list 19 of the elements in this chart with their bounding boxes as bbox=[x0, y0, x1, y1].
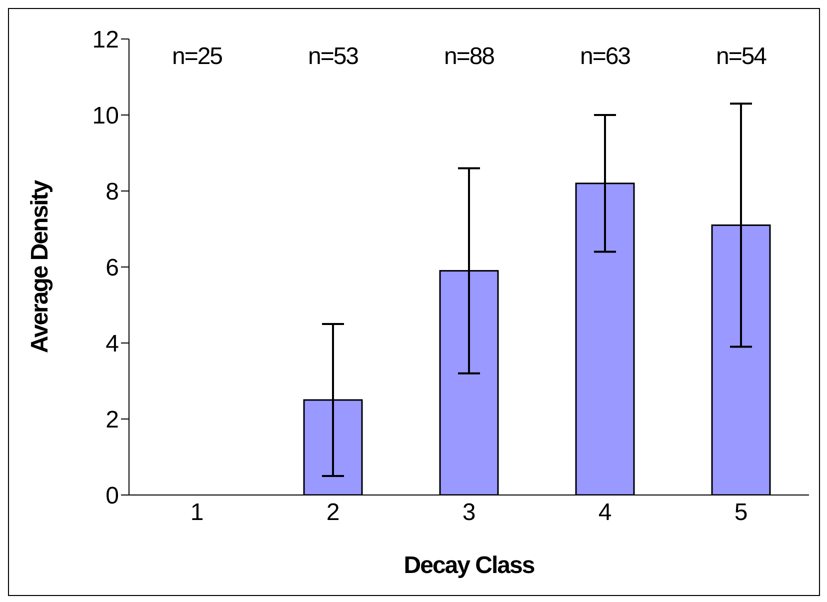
x-tick-label: 2 bbox=[326, 499, 340, 526]
y-tick-label: 10 bbox=[92, 102, 119, 130]
y-axis-title: Average Density bbox=[26, 179, 54, 354]
annotation: n=63 bbox=[580, 43, 631, 70]
x-tick-label: 5 bbox=[734, 499, 748, 526]
y-tick-label: 12 bbox=[92, 26, 119, 54]
x-tick-label: 4 bbox=[598, 499, 612, 526]
y-tick-label: 8 bbox=[106, 178, 119, 206]
annotation: n=25 bbox=[172, 43, 223, 70]
y-tick-label: 2 bbox=[106, 406, 119, 434]
x-axis-title: Decay Class bbox=[404, 552, 535, 579]
annotation: n=88 bbox=[444, 43, 495, 70]
y-tick-label: 6 bbox=[106, 254, 119, 282]
annotation: n=54 bbox=[716, 43, 767, 70]
y-tick-label: 4 bbox=[106, 330, 119, 358]
x-tick-label: 3 bbox=[462, 499, 476, 526]
annotation: n=53 bbox=[308, 43, 359, 70]
x-tick-label: 1 bbox=[190, 499, 204, 526]
y-tick-label: 0 bbox=[106, 482, 119, 510]
